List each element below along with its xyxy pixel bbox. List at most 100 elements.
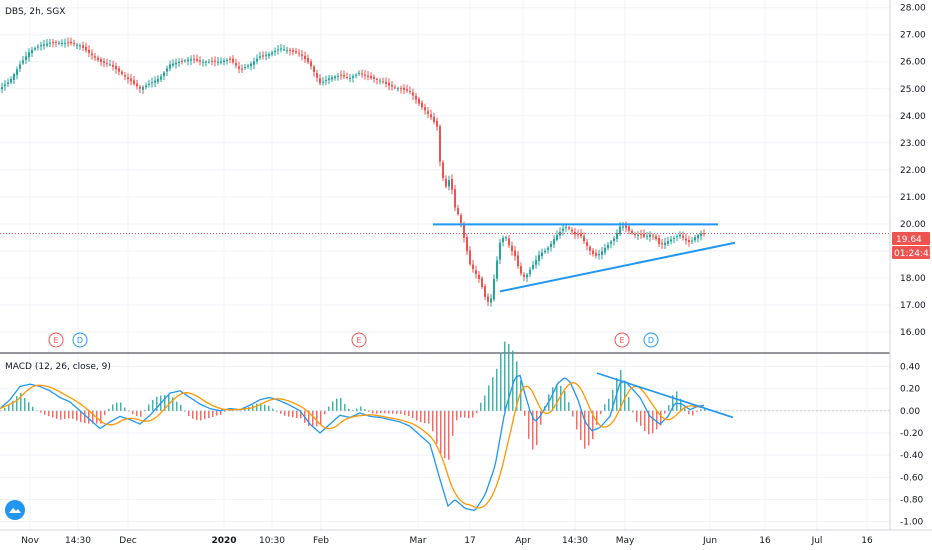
candle-body: [559, 231, 561, 236]
candle-body: [472, 264, 474, 270]
dividend-marker[interactable]: D: [643, 332, 659, 348]
candle-body: [256, 58, 258, 62]
event-label: D: [648, 336, 654, 345]
histogram-bar: [516, 361, 518, 411]
candle-body: [148, 83, 150, 85]
macd-legend[interactable]: MACD (12, 26, close, 9): [5, 362, 111, 372]
candle-body: [292, 49, 294, 52]
candle-body: [421, 102, 423, 108]
histogram-bar: [468, 410, 470, 419]
candle-body: [67, 42, 69, 44]
candle-body: [298, 53, 300, 55]
candle-body: [640, 234, 642, 236]
macd-tick-label: -0.60: [900, 473, 924, 483]
candle-body: [457, 208, 459, 215]
candle-body: [691, 240, 693, 242]
candle-body: [361, 73, 363, 75]
candle-body: [304, 55, 306, 60]
histogram-bar: [176, 401, 178, 411]
time-tick-label: 16: [759, 536, 771, 546]
earnings-marker[interactable]: E: [614, 332, 630, 348]
candle-body: [172, 63, 174, 66]
candle-body: [253, 61, 255, 65]
histogram-bar: [92, 410, 94, 424]
histogram-bar: [484, 395, 486, 411]
candle-body: [277, 49, 279, 51]
candle-body: [115, 66, 117, 70]
histogram-bar: [180, 404, 182, 411]
histogram-bar: [644, 410, 646, 431]
candle-body: [7, 82, 9, 84]
candlesticks[interactable]: [1, 37, 705, 307]
time-axis-ticks: Nov 14:30 Dec 2020 10:30 Feb Mar 17 Apr 14:30 May J…: [21, 536, 873, 546]
candle-body: [301, 54, 303, 56]
candle-body: [337, 75, 339, 77]
event-label: D: [77, 336, 83, 345]
macd-trendline[interactable]: [596, 372, 734, 419]
earnings-marker[interactable]: E: [351, 332, 367, 348]
candle-body: [91, 53, 93, 56]
histogram-bar: [632, 410, 634, 413]
price-trendlines[interactable]: [433, 223, 736, 293]
candle-body: [106, 63, 108, 65]
symbol-label[interactable]: DBS, 2h, SGX: [5, 7, 65, 17]
candle-body: [622, 226, 624, 228]
price-axis-ticks: 28.00 27.00 26.00 25.00 24.00 23.00 22.00 21.00…: [900, 4, 926, 338]
candle-body: [178, 62, 180, 64]
candle-body: [289, 49, 291, 51]
candle-body: [439, 126, 441, 162]
price-axis[interactable]: [890, 0, 932, 530]
candle-body: [154, 80, 156, 83]
candle-body: [409, 91, 411, 93]
histogram-bar: [564, 391, 566, 411]
last-price-tag: 19.64: [892, 232, 930, 245]
dividend-marker[interactable]: D: [72, 332, 88, 348]
candle-body: [268, 53, 270, 56]
histogram-bar: [588, 410, 590, 446]
candle-body: [676, 236, 678, 238]
logo-icon[interactable]: [5, 500, 25, 520]
time-axis[interactable]: [0, 530, 932, 550]
candle-body: [394, 87, 396, 89]
histogram-bar: [560, 385, 562, 411]
price-tick-label: 26.00: [900, 58, 926, 68]
histogram-bar: [492, 377, 494, 411]
histogram-bar: [456, 410, 458, 421]
candle-body: [283, 49, 285, 51]
candle-body: [400, 88, 402, 90]
candle-body: [412, 92, 414, 96]
candle-body: [613, 238, 615, 241]
candle-body: [1, 87, 3, 90]
logo-mountain-icon: [9, 508, 21, 513]
histogram-bar: [12, 401, 14, 411]
histogram-bar: [336, 398, 338, 411]
event-circle: [643, 332, 659, 348]
histogram-bar: [20, 393, 22, 411]
histogram-bar: [316, 410, 318, 427]
histogram-bar: [284, 410, 286, 416]
price-tick-label: 16.00: [900, 328, 926, 338]
candle-body: [466, 237, 468, 252]
candle-body: [340, 74, 342, 76]
histogram-bar: [576, 410, 578, 430]
candle-body: [250, 63, 252, 67]
signal-line: [0, 382, 705, 509]
candle-body: [598, 254, 600, 256]
candle-body: [229, 58, 231, 60]
candle-body: [526, 274, 528, 278]
candle-body: [631, 230, 633, 234]
candle-body: [274, 50, 276, 52]
candle-body: [382, 81, 384, 83]
histogram-bar: [628, 397, 630, 411]
candle-body: [244, 67, 246, 69]
price-trendline[interactable]: [499, 241, 736, 293]
histogram-bar: [48, 410, 50, 417]
histogram-bar: [472, 410, 474, 418]
histogram-bar: [680, 398, 682, 411]
candle-body: [109, 64, 111, 66]
histogram-bar: [464, 410, 466, 418]
earnings-marker[interactable]: E: [48, 332, 64, 348]
